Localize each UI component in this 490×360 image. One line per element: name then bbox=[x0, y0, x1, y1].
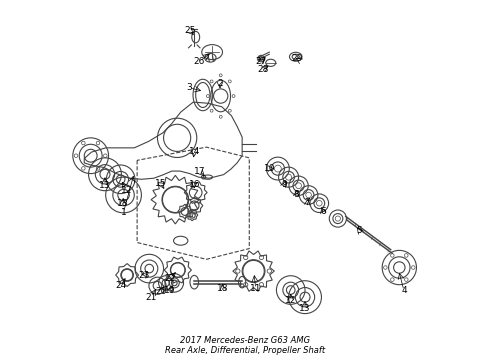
Text: 22: 22 bbox=[164, 274, 175, 283]
Text: 19: 19 bbox=[164, 286, 176, 295]
Text: 8: 8 bbox=[294, 190, 299, 199]
Text: 7: 7 bbox=[305, 198, 310, 207]
Text: 17: 17 bbox=[194, 167, 205, 176]
Text: 9: 9 bbox=[281, 180, 287, 189]
Text: 25: 25 bbox=[184, 26, 196, 35]
Text: 10: 10 bbox=[264, 164, 276, 173]
Text: 15: 15 bbox=[155, 179, 167, 188]
Text: 12: 12 bbox=[122, 186, 133, 195]
Text: 18: 18 bbox=[217, 284, 229, 293]
Text: 2017 Mercedes-Benz G63 AMG
Rear Axle, Differential, Propeller Shaft: 2017 Mercedes-Benz G63 AMG Rear Axle, Di… bbox=[165, 336, 325, 355]
Text: 6: 6 bbox=[320, 207, 326, 216]
Text: 3: 3 bbox=[187, 83, 193, 92]
Text: 27: 27 bbox=[255, 57, 267, 66]
Text: 23: 23 bbox=[139, 271, 150, 280]
Text: 11: 11 bbox=[250, 284, 262, 293]
Text: 29: 29 bbox=[291, 54, 302, 63]
Text: 14: 14 bbox=[189, 147, 200, 156]
Text: 21: 21 bbox=[146, 293, 157, 302]
Text: 12: 12 bbox=[285, 296, 296, 305]
Text: 4: 4 bbox=[401, 286, 407, 295]
Text: 5: 5 bbox=[356, 226, 362, 235]
Text: 24: 24 bbox=[115, 281, 126, 290]
Text: 28: 28 bbox=[257, 66, 269, 75]
Text: 2: 2 bbox=[217, 79, 223, 88]
Text: 16: 16 bbox=[189, 180, 200, 189]
Text: 13: 13 bbox=[299, 304, 311, 313]
Text: 26: 26 bbox=[194, 57, 205, 66]
Text: 18: 18 bbox=[117, 199, 128, 208]
Text: 13: 13 bbox=[99, 181, 111, 190]
Text: 20: 20 bbox=[155, 287, 167, 296]
Text: 1: 1 bbox=[121, 208, 126, 217]
